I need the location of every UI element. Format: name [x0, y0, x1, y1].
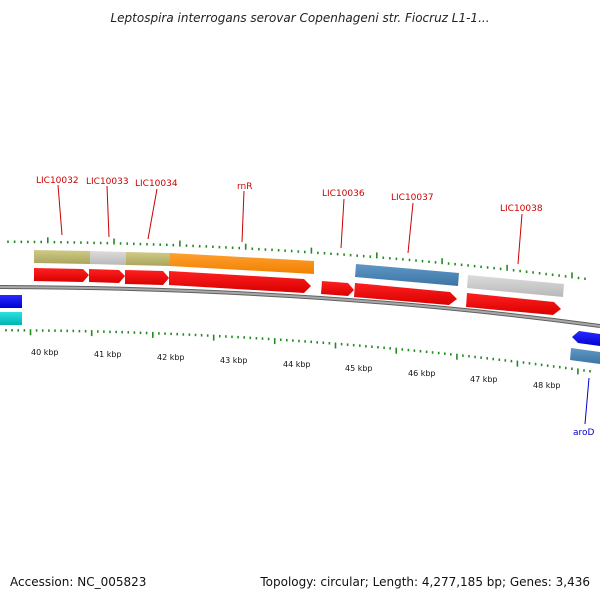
leader-line-arod: [584, 377, 590, 425]
cds-arrow-lic10037[interactable]: [354, 283, 457, 305]
gene-box-rnr[interactable]: [170, 253, 314, 274]
tick-label-48kbp: 48 kbp: [533, 381, 561, 390]
tick-label-43kbp: 43 kbp: [220, 356, 248, 365]
tick-label-44kbp: 44 kbp: [283, 360, 311, 369]
leader-line-lic10034: [147, 188, 158, 240]
gene-label-rnr[interactable]: rnR: [237, 182, 253, 192]
accession-text: Accession: NC_005823: [10, 575, 147, 589]
genome-backbone: [0, 285, 600, 328]
page-title: Leptospira interrogans serovar Copenhage…: [110, 11, 490, 25]
gene-labels: LIC10032 LIC10033 LIC10034 rnR LIC10036 …: [36, 176, 595, 438]
gene-box-lic10037[interactable]: [355, 264, 459, 286]
leader-line-lic10038: [517, 213, 523, 265]
cds-arrow-rnr[interactable]: [169, 271, 311, 293]
leader-line-lic10036: [340, 198, 345, 249]
tick-label-45kbp: 45 kbp: [345, 364, 373, 373]
cds-arrow-arod[interactable]: [572, 331, 600, 346]
leader-line-lic10033: [106, 185, 110, 238]
gene-box-lic10034[interactable]: [126, 252, 170, 266]
tick-label-47kbp: 47 kbp: [470, 375, 498, 384]
gene-box-lic10032[interactable]: [34, 250, 90, 264]
tick-label-40kbp: 40 kbp: [31, 348, 59, 357]
gene-box-arod[interactable]: [570, 348, 600, 364]
gene-label-lic10032[interactable]: LIC10032: [36, 176, 79, 186]
cds-arrow-lic10034[interactable]: [125, 270, 169, 285]
tick-label-42kbp: 42 kbp: [157, 353, 185, 362]
gene-label-lic10033[interactable]: LIC10033: [86, 177, 129, 187]
gene-box-left-cyan[interactable]: [0, 312, 22, 325]
gene-label-lic10037[interactable]: LIC10037: [391, 193, 434, 203]
feature-track: [0, 250, 600, 364]
cds-arrow-lic10032[interactable]: [34, 268, 89, 282]
cds-arrow-lic10033[interactable]: [89, 269, 125, 283]
cds-arrow-left-blue[interactable]: [0, 295, 22, 308]
ruler-labels: 40 kbp 41 kbp 42 kbp 43 kbp 44 kbp 45 kb…: [31, 348, 561, 390]
gene-label-arod[interactable]: aroD: [573, 428, 595, 438]
leader-line-lic10032: [57, 184, 63, 236]
gene-box-lic10033[interactable]: [90, 251, 126, 265]
gene-label-lic10034[interactable]: LIC10034: [135, 179, 178, 189]
lower-tick-track: [5, 329, 591, 375]
gene-label-lic10038[interactable]: LIC10038: [500, 204, 543, 214]
tick-label-46kbp: 46 kbp: [408, 369, 436, 378]
cds-arrow-lic10038[interactable]: [466, 293, 561, 315]
cds-arrow-lic10036[interactable]: [321, 281, 354, 296]
genome-summary-text: Topology: circular; Length: 4,277,185 bp…: [260, 575, 590, 589]
cds-track: [0, 268, 600, 346]
gene-label-lic10036[interactable]: LIC10036: [322, 189, 365, 199]
tick-label-41kbp: 41 kbp: [94, 350, 122, 359]
gene-box-lic10038[interactable]: [467, 275, 564, 297]
leader-line-rnr: [241, 190, 245, 243]
leader-line-lic10037: [407, 202, 414, 254]
upper-tick-track: [7, 237, 586, 280]
